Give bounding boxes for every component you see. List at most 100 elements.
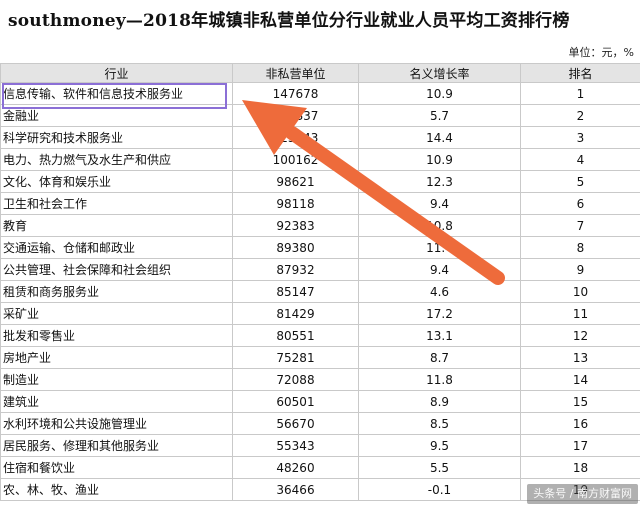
- table-row: 居民服务、修理和其他服务业 55343 9.5 17: [0, 434, 640, 457]
- cell-growth: 8.5: [358, 412, 521, 435]
- table-row: 住宿和餐饮业 48260 5.5 18: [0, 456, 640, 479]
- cell-avg-pay: 123343: [232, 126, 359, 149]
- table-row: 教育 92383 10.8 7: [0, 214, 640, 237]
- cell-rank: 12: [520, 324, 640, 347]
- table-row: 电力、热力燃气及水生产和供应 100162 10.9 4: [0, 148, 640, 171]
- table-body: 信息传输、软件和信息技术服务业 147678 10.9 1 金融业 129837 5.7 2 科…: [0, 82, 640, 501]
- cell-growth: 9.4: [358, 192, 521, 215]
- cell-growth: 8.9: [358, 390, 521, 413]
- cell-avg-pay: 100162: [232, 148, 359, 171]
- cell-growth: -0.1: [358, 478, 521, 501]
- table-row: 卫生和社会工作 98118 9.4 6: [0, 192, 640, 215]
- cell-avg-pay: 92383: [232, 214, 359, 237]
- cell-growth: 5.5: [358, 456, 521, 479]
- cell-growth: 12.3: [358, 170, 521, 193]
- cell-avg-pay: 60501: [232, 390, 359, 413]
- cell-growth: 14.4: [358, 126, 521, 149]
- table-row: 科学研究和技术服务业 123343 14.4 3: [0, 126, 640, 149]
- cell-rank: 19: [520, 478, 640, 501]
- cell-growth: 10.8: [358, 214, 521, 237]
- cell-industry: 房地产业: [0, 346, 233, 369]
- table-row: 文化、体育和娱乐业 98621 12.3 5: [0, 170, 640, 193]
- cell-avg-pay: 75281: [232, 346, 359, 369]
- cell-industry: 住宿和餐饮业: [0, 456, 233, 479]
- cell-growth: 5.7: [358, 104, 521, 127]
- cell-industry: 居民服务、修理和其他服务业: [0, 434, 233, 457]
- cell-rank: 6: [520, 192, 640, 215]
- cell-avg-pay: 147678: [232, 82, 359, 105]
- cell-avg-pay: 98621: [232, 170, 359, 193]
- cell-rank: 11: [520, 302, 640, 325]
- table-row: 房地产业 75281 8.7 13: [0, 346, 640, 369]
- cell-growth: 11.8: [358, 368, 521, 391]
- cell-growth: 13.1: [358, 324, 521, 347]
- table-row: 公共管理、社会保障和社会组织 87932 9.4 9: [0, 258, 640, 281]
- cell-avg-pay: 48260: [232, 456, 359, 479]
- cell-growth: 9.5: [358, 434, 521, 457]
- cell-avg-pay: 81429: [232, 302, 359, 325]
- cell-industry: 租赁和商务服务业: [0, 280, 233, 303]
- cell-rank: 13: [520, 346, 640, 369]
- table-header-row: 行业 非私营单位 名义增长率 排名: [0, 63, 640, 83]
- cell-industry: 教育: [0, 214, 233, 237]
- cell-rank: 15: [520, 390, 640, 413]
- cell-avg-pay: 56670: [232, 412, 359, 435]
- cell-rank: 5: [520, 170, 640, 193]
- header-avg-pay: 非私营单位: [232, 63, 359, 83]
- header-growth: 名义增长率: [358, 63, 521, 83]
- table-row: 交通运输、仓储和邮政业 89380 11.4 8: [0, 236, 640, 259]
- cell-rank: 17: [520, 434, 640, 457]
- cell-industry: 文化、体育和娱乐业: [0, 170, 233, 193]
- watermark: 头条号 / 南方财富网: [527, 484, 638, 504]
- cell-industry: 交通运输、仓储和邮政业: [0, 236, 233, 259]
- cell-industry: 采矿业: [0, 302, 233, 325]
- unit-note: 单位：元，%: [568, 46, 634, 59]
- cell-avg-pay: 80551: [232, 324, 359, 347]
- cell-industry: 批发和零售业: [0, 324, 233, 347]
- cell-growth: 8.7: [358, 346, 521, 369]
- table-row: 信息传输、软件和信息技术服务业 147678 10.9 1: [0, 82, 640, 105]
- cell-industry: 建筑业: [0, 390, 233, 413]
- cell-industry: 电力、热力燃气及水生产和供应: [0, 148, 233, 171]
- cell-rank: 3: [520, 126, 640, 149]
- cell-rank: 14: [520, 368, 640, 391]
- cell-avg-pay: 55343: [232, 434, 359, 457]
- cell-rank: 16: [520, 412, 640, 435]
- cell-rank: 9: [520, 258, 640, 281]
- cell-growth: 10.9: [358, 82, 521, 105]
- cell-industry: 金融业: [0, 104, 233, 127]
- table-row: 租赁和商务服务业 85147 4.6 10: [0, 280, 640, 303]
- cell-growth: 11.4: [358, 236, 521, 259]
- header-rank: 排名: [520, 63, 640, 83]
- cell-avg-pay: 72088: [232, 368, 359, 391]
- cell-avg-pay: 87932: [232, 258, 359, 281]
- table-row: 建筑业 60501 8.9 15: [0, 390, 640, 413]
- table-row: 制造业 72088 11.8 14: [0, 368, 640, 391]
- cell-industry: 水利环境和公共设施管理业: [0, 412, 233, 435]
- cell-avg-pay: 89380: [232, 236, 359, 259]
- table-row: 采矿业 81429 17.2 11: [0, 302, 640, 325]
- cell-rank: 18: [520, 456, 640, 479]
- table-row: 农、林、牧、渔业 36466 -0.1 19: [0, 478, 640, 501]
- cell-industry: 信息传输、软件和信息技术服务业: [0, 82, 233, 105]
- cell-rank: 7: [520, 214, 640, 237]
- cell-industry: 制造业: [0, 368, 233, 391]
- cell-industry: 科学研究和技术服务业: [0, 126, 233, 149]
- cell-rank: 2: [520, 104, 640, 127]
- page-title: southmoney—2018年城镇非私营单位分行业就业人员平均工资排行榜: [8, 11, 570, 31]
- header-industry: 行业: [0, 63, 233, 83]
- cell-rank: 8: [520, 236, 640, 259]
- cell-avg-pay: 85147: [232, 280, 359, 303]
- salary-table: 行业 非私营单位 名义增长率 排名 信息传输、软件和信息技术服务业 147678 1…: [0, 63, 640, 501]
- cell-avg-pay: 129837: [232, 104, 359, 127]
- cell-industry: 卫生和社会工作: [0, 192, 233, 215]
- cell-avg-pay: 98118: [232, 192, 359, 215]
- cell-rank: 1: [520, 82, 640, 105]
- table-row: 批发和零售业 80551 13.1 12: [0, 324, 640, 347]
- cell-rank: 4: [520, 148, 640, 171]
- cell-growth: 4.6: [358, 280, 521, 303]
- table-row: 金融业 129837 5.7 2: [0, 104, 640, 127]
- cell-growth: 17.2: [358, 302, 521, 325]
- table-row: 水利环境和公共设施管理业 56670 8.5 16: [0, 412, 640, 435]
- cell-rank: 10: [520, 280, 640, 303]
